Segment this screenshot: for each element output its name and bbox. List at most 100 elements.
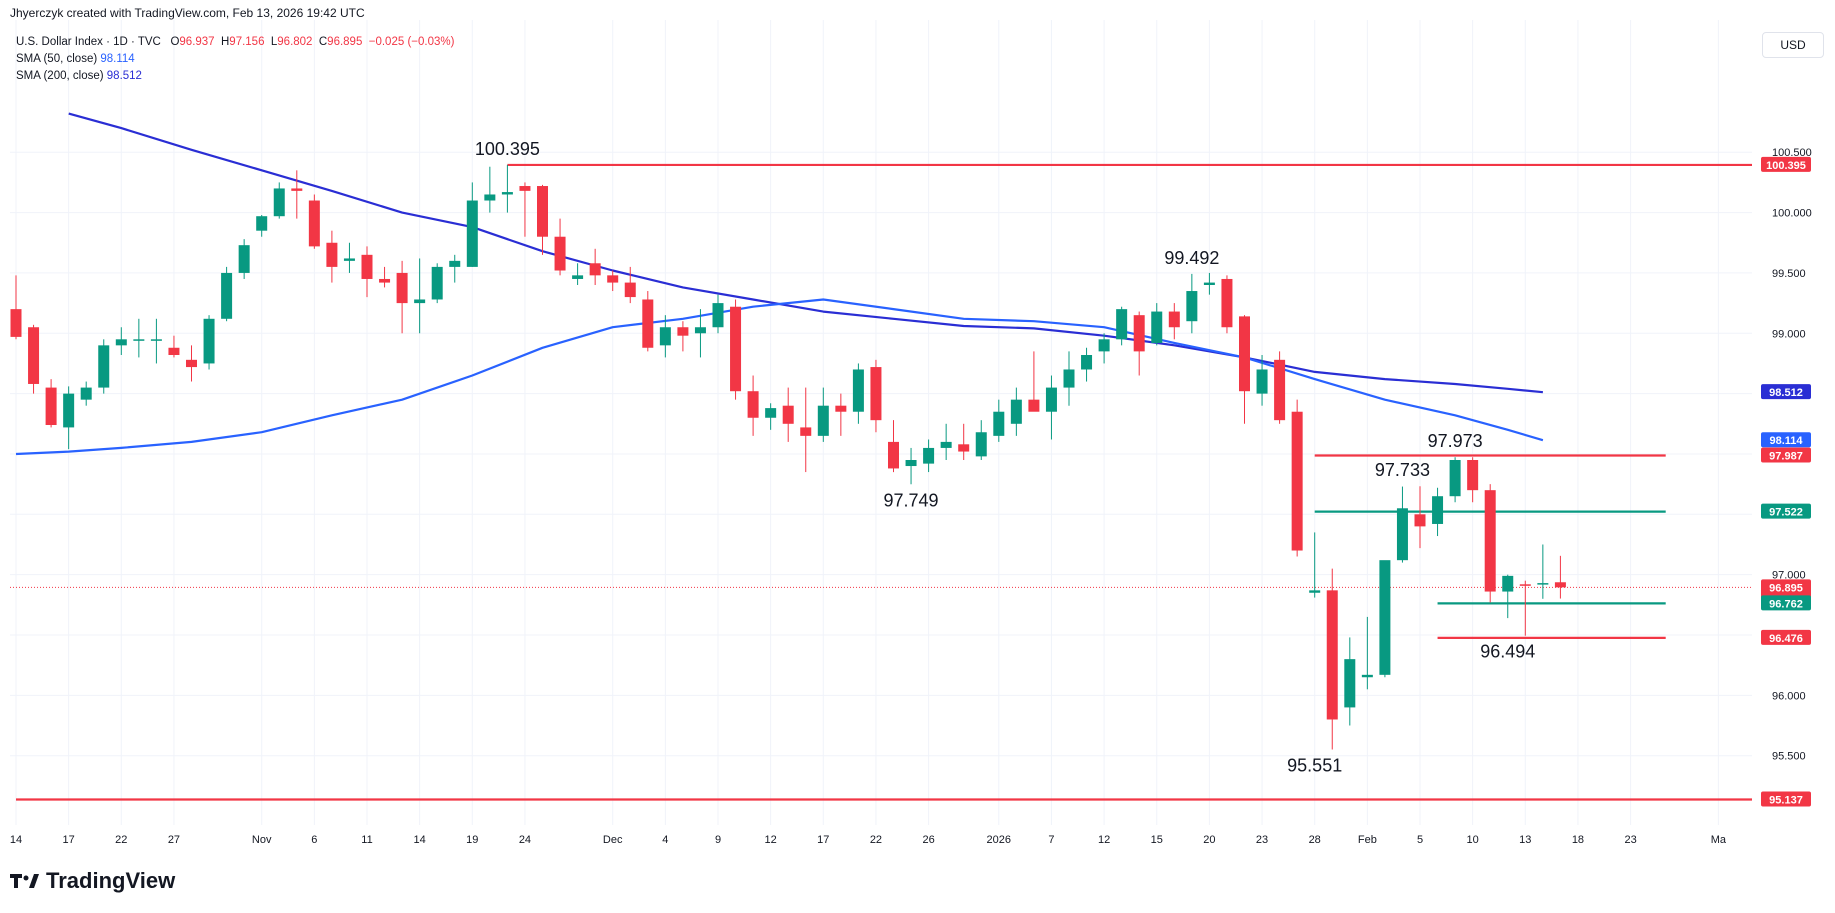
- candle: [1502, 574, 1514, 619]
- indicator-sma200[interactable]: SMA (200, close) 98.512: [16, 68, 454, 85]
- candle: [308, 194, 320, 249]
- candle-body: [98, 345, 110, 388]
- sma50-line: [15, 298, 1544, 456]
- candle: [1432, 487, 1444, 537]
- price-label-box: [1761, 629, 1811, 645]
- grid-layer: 95.50096.00096.50097.00097.50098.00098.5…: [10, 20, 1812, 846]
- y-tick-label: 99.500: [1772, 268, 1806, 280]
- symbol-title[interactable]: U.S. Dollar Index · 1D · TVC: [16, 36, 161, 48]
- currency-button[interactable]: USD: [1762, 32, 1824, 58]
- candle: [1133, 311, 1145, 376]
- candle-body: [28, 327, 40, 384]
- candle-body: [905, 460, 917, 467]
- candle: [291, 170, 303, 219]
- x-tick-label: 15: [1151, 834, 1163, 846]
- candle: [782, 387, 794, 442]
- x-tick-label: 12: [765, 834, 777, 846]
- y-tick-label: 95.500: [1772, 751, 1806, 763]
- candle: [1203, 272, 1215, 295]
- candle: [607, 270, 619, 292]
- candle: [1484, 484, 1496, 603]
- candle-body: [1309, 590, 1321, 593]
- candle-body: [291, 188, 303, 191]
- candle: [414, 258, 426, 334]
- high-value: 97.156: [229, 36, 265, 48]
- candle: [800, 387, 812, 473]
- indicator-sma50[interactable]: SMA (50, close) 98.114: [16, 51, 454, 68]
- candle-body: [361, 254, 373, 279]
- price-label-97.987: 97.987: [1761, 447, 1811, 463]
- candle-body: [1274, 359, 1286, 421]
- close-label: C: [318, 36, 328, 48]
- candle: [168, 335, 180, 358]
- candle: [396, 260, 408, 334]
- x-tick-label: Nov: [252, 834, 272, 846]
- candle-body: [1379, 560, 1391, 675]
- price-annotation: 97.733: [1375, 460, 1430, 480]
- candle: [1344, 637, 1356, 726]
- candle-body: [501, 192, 513, 195]
- candle-body: [1063, 369, 1075, 388]
- x-tick-label: Feb: [1358, 834, 1377, 846]
- candle-body: [1502, 575, 1514, 592]
- candle: [203, 315, 215, 370]
- candle: [115, 327, 127, 355]
- price-label-text: 98.512: [1769, 387, 1803, 399]
- candle-body: [238, 245, 250, 273]
- candle-body: [554, 236, 566, 271]
- candle-body: [1203, 282, 1215, 285]
- candle-body: [1519, 584, 1531, 586]
- candle-body: [221, 272, 233, 319]
- candle-body: [326, 242, 338, 267]
- candle: [975, 420, 987, 460]
- candle-body: [1396, 508, 1408, 561]
- candle-body: [1045, 387, 1057, 412]
- candle: [238, 239, 250, 279]
- candle: [150, 318, 162, 364]
- candle: [80, 381, 92, 406]
- candle: [817, 387, 829, 442]
- candle-body: [256, 216, 268, 231]
- x-tick-label: 2026: [987, 834, 1011, 846]
- candle-body: [1116, 309, 1128, 340]
- candle: [835, 393, 847, 436]
- candle: [10, 275, 22, 340]
- candle-body: [1168, 311, 1180, 328]
- candle-body: [1186, 291, 1198, 322]
- candle-body: [396, 272, 408, 304]
- candle-body: [607, 275, 619, 283]
- candle: [993, 399, 1005, 442]
- x-tick-label: 28: [1309, 834, 1321, 846]
- symbol-ohlc-row: U.S. Dollar Index · 1D · TVC O96.937 H97…: [16, 34, 454, 51]
- candle-body: [975, 432, 987, 457]
- price-label-box: [1761, 595, 1811, 611]
- x-tick-label: 19: [466, 834, 478, 846]
- price-annotation: 97.749: [884, 490, 939, 510]
- candle: [1274, 351, 1286, 424]
- low-value: 96.802: [277, 36, 313, 48]
- candle: [554, 218, 566, 276]
- candle-body: [730, 306, 742, 392]
- candle-body: [1256, 369, 1268, 394]
- candle-body: [817, 405, 829, 436]
- price-label-98.114: 98.114: [1761, 432, 1811, 448]
- x-tick-label: 5: [1417, 834, 1423, 846]
- price-label-98.512: 98.512: [1761, 384, 1811, 400]
- candle-body: [150, 339, 162, 341]
- candle: [712, 294, 724, 334]
- price-label-97.522: 97.522: [1761, 503, 1811, 519]
- x-tick-label: 14: [414, 834, 426, 846]
- candle-body: [343, 258, 355, 261]
- price-label-box: [1761, 791, 1811, 807]
- x-tick-label: 22: [115, 834, 127, 846]
- open-value: 96.937: [179, 36, 215, 48]
- x-tick-label: 10: [1467, 834, 1479, 846]
- candle: [1537, 544, 1549, 599]
- price-label-100.395: 100.395: [1761, 156, 1811, 172]
- candle-body: [765, 408, 777, 418]
- low-label: L: [270, 36, 278, 48]
- candle: [1221, 275, 1233, 334]
- candle-body: [782, 405, 794, 424]
- indicator-sma200-value: 98.512: [106, 70, 142, 82]
